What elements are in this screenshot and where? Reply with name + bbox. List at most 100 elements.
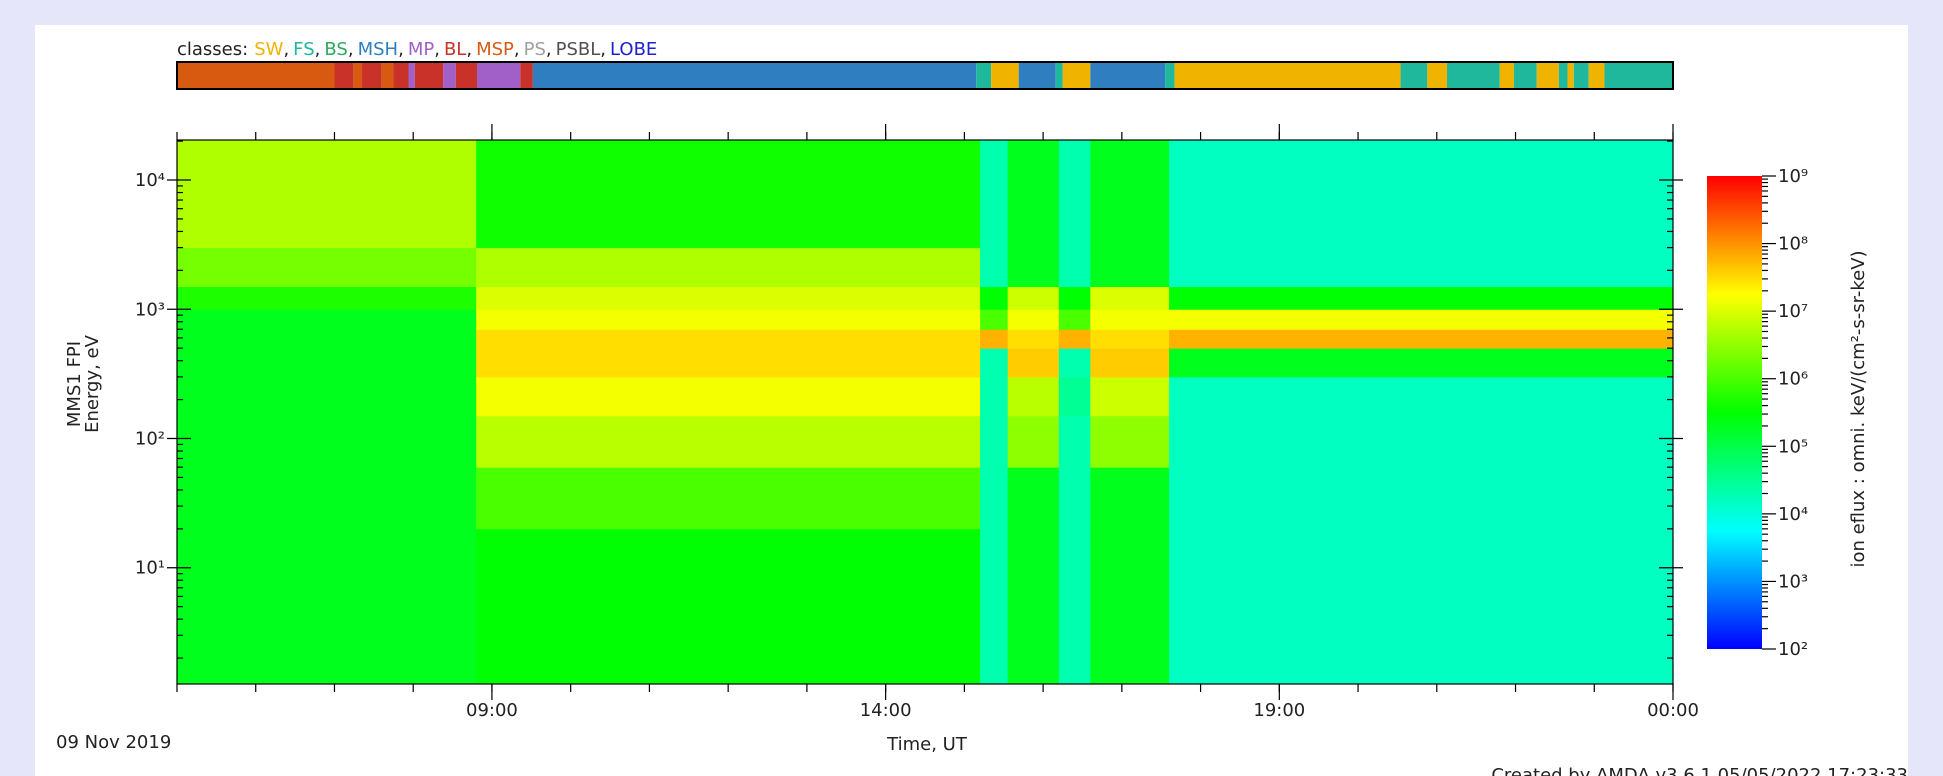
heatmap-cell [1007,348,1060,378]
colorbar-label: ion eflux : omni. keV/(cm²-s-sr-keV) [1848,250,1869,567]
heatmap-cell [1090,467,1170,530]
heatmap-cell [476,467,981,530]
heatmap-cell [980,415,1009,468]
heatmap-cell [1007,415,1060,468]
legend-entry: BL [444,39,466,60]
class-segment [408,62,415,89]
class-segment [1573,62,1589,89]
class-segment [353,62,363,89]
heatmap-cell [177,329,477,349]
class-segment [455,62,477,89]
heatmap-cell [1090,247,1170,287]
heatmap-cell [1007,140,1060,249]
y-tick-label: 10¹ [135,558,165,579]
y-tick-label: 10⁴ [135,170,165,191]
legend-separator: , [315,39,321,60]
heatmap-cell [1058,467,1091,530]
heatmap-cell [1007,286,1060,310]
class-segment [1174,62,1401,89]
class-segment [393,62,409,89]
heatmap-cell [1058,348,1091,378]
heatmap-cell [1090,376,1170,417]
heatmap-cell [1169,348,1674,378]
legend-separator: , [546,39,552,60]
heatmap-cell [476,329,981,349]
class-segment [1499,62,1514,89]
legend-entry: SW [254,39,283,60]
legend-entry: PSBL [556,39,601,60]
class-segment [1018,62,1056,89]
heatmap-cell [980,376,1009,417]
heatmap-cell [1007,528,1060,685]
footer: Created by AMDA v3.6.1 05/05/2022 17:23:… [1491,765,1908,776]
class-segment [1090,62,1166,89]
colorbar-tick-label: 10⁶ [1778,369,1808,390]
colorbar-tick-label: 10⁵ [1778,436,1808,457]
heatmap-cell [476,348,981,378]
class-segment [991,62,1019,89]
plot-area: classes: SW, FS, BS, MSH, MP, BL, MSP, PS, PSBL, L… [56,39,1908,776]
heatmap-cell [476,286,981,310]
legend-separator: , [348,39,354,60]
y-axis-label: MMS1 FPI [64,341,85,427]
class-segment [1055,62,1063,89]
heatmap-cell [1090,286,1170,310]
class-segment [443,62,456,89]
legend-separator: , [434,39,440,60]
colorbar-tick-label: 10³ [1778,571,1808,592]
heatmap-cell [476,415,981,468]
class-segment [520,62,533,89]
class-segment [1062,62,1091,89]
heatmap-cell [1090,309,1170,330]
heatmap-cell [177,376,477,417]
plot-frame [176,139,1674,685]
heatmap-cell [177,528,477,685]
heatmap-cell [1058,329,1091,349]
colorbar-tick-label: 10⁷ [1778,301,1808,322]
heatmap-cell [1090,140,1170,249]
heatmap-cell [1169,528,1674,685]
legend-separator: , [600,39,606,60]
heatmap-cell [980,247,1009,287]
class-segment [1558,62,1568,89]
heatmap-cell [1090,348,1170,378]
class-segment [334,62,354,89]
heatmap-cell [980,348,1009,378]
heatmap-cell [1090,329,1170,349]
heatmap-cell [1058,140,1091,249]
class-segment [476,62,521,89]
heatmap-cell [1169,376,1674,417]
heatmap-cell [1169,247,1674,287]
heatmap-cell [1169,329,1674,349]
class-segment [532,62,977,89]
heatmap-cell [177,348,477,378]
legend-entry: FS [293,39,314,60]
class-segment [362,62,382,89]
legend-separator: , [514,39,520,60]
legend-entry: PS [524,39,546,60]
heatmap-cell [980,286,1009,310]
class-segment [1400,62,1428,89]
legend-entry: LOBE [610,39,657,60]
heatmap-cell [1007,376,1060,417]
x-tick-label: 09:00 [466,700,518,721]
legend-separator: , [398,39,404,60]
heatmap-cell [1169,467,1674,530]
heatmap-cell [1169,140,1674,249]
heatmap-cell [1007,309,1060,330]
heatmap-cell [476,376,981,417]
class-segment [177,62,335,89]
heatmap-cell [1058,309,1091,330]
colorbar-tick-label: 10⁹ [1778,166,1808,187]
heatmap-cell [177,415,477,468]
y-axis-label: Energy, eV [82,334,103,433]
colorbar-tick-label: 10⁴ [1778,504,1808,525]
class-segment [1567,62,1574,89]
x-tick-label: 00:00 [1647,700,1699,721]
heatmap-cell [1058,376,1091,417]
colorbar [1707,176,1762,649]
heatmap-cell [1058,415,1091,468]
class-segment [1427,62,1448,89]
heatmap-cell [1007,329,1060,349]
